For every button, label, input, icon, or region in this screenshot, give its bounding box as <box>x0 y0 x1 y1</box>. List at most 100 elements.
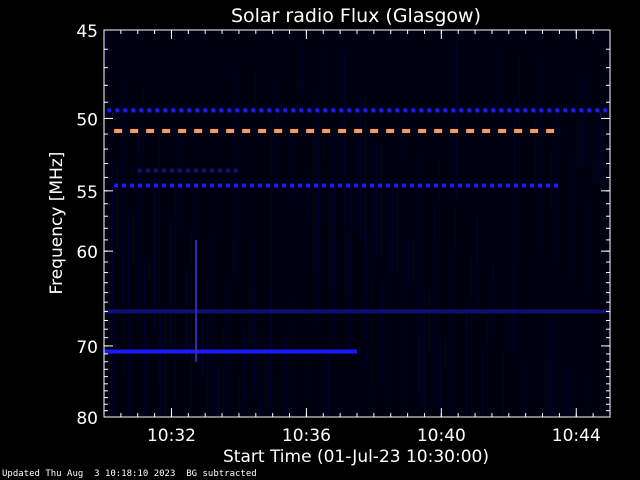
band-segment <box>194 128 203 133</box>
band-segment <box>218 183 223 188</box>
noise-streak <box>323 44 324 161</box>
band-segment <box>338 183 343 188</box>
band-segment <box>177 168 182 173</box>
noise-streak <box>408 241 409 285</box>
band-segment <box>233 168 238 173</box>
band-segment <box>466 183 471 188</box>
band-segment <box>153 168 158 173</box>
noise-streak <box>329 178 330 287</box>
band-segment <box>274 128 283 133</box>
noise-streak <box>186 270 187 360</box>
noise-streak <box>376 145 377 257</box>
band-segment <box>370 183 375 188</box>
band-segment <box>211 108 216 113</box>
noise-streak <box>572 154 573 280</box>
band-segment <box>131 108 136 113</box>
noise-streak <box>307 343 308 417</box>
band-segment <box>451 108 456 113</box>
band-segment <box>291 108 296 113</box>
noise-streak <box>365 54 366 297</box>
chart-title: Solar radio Flux (Glasgow) <box>231 5 481 27</box>
noise-streak <box>551 149 552 212</box>
band-segment <box>386 128 395 133</box>
band-segment <box>514 183 519 188</box>
noise-streak <box>519 53 520 184</box>
noise-streak <box>503 352 504 417</box>
noise-streak <box>181 313 182 417</box>
band-segment <box>435 108 440 113</box>
band-segment <box>355 108 360 113</box>
noise-streak <box>308 173 309 219</box>
band-segment <box>458 183 463 188</box>
band-segment <box>411 108 416 113</box>
band-segment <box>595 108 600 113</box>
noise-streak <box>424 289 425 417</box>
noise-streak <box>302 39 303 93</box>
band-segment <box>130 183 135 188</box>
band-segment <box>522 183 527 188</box>
noise-streak <box>466 299 467 417</box>
noise-streak <box>344 49 345 229</box>
band-segment <box>169 168 174 173</box>
noise-streak <box>339 92 340 175</box>
band-segment <box>443 108 448 113</box>
noise-streak <box>535 101 536 198</box>
band-segment <box>571 108 576 113</box>
band-segment <box>154 183 159 188</box>
band-segment <box>482 128 491 133</box>
band-segment <box>442 183 447 188</box>
band-segment <box>185 168 190 173</box>
band-segment <box>483 108 488 113</box>
bg-note: BG subtracted <box>186 469 257 479</box>
noise-streak <box>196 184 197 248</box>
noise-streak <box>345 226 346 301</box>
y-axis-label: Frequency [MHz] <box>47 152 67 295</box>
band-segment <box>227 108 232 113</box>
noise-streak <box>529 314 530 417</box>
noise-streak <box>292 125 293 205</box>
band-segment <box>155 108 160 113</box>
band-segment <box>307 108 312 113</box>
noise-streak <box>106 30 107 70</box>
noise-streak <box>403 284 404 417</box>
band-segment <box>275 108 280 113</box>
band-segment <box>258 128 267 133</box>
band-segment <box>418 128 427 133</box>
noise-streak <box>165 265 166 417</box>
band-segment <box>499 108 504 113</box>
band-segment <box>434 128 443 133</box>
y-tick-label: 60 <box>76 243 98 263</box>
x-tick-label: 10:44 <box>552 426 601 446</box>
band-segment <box>475 108 480 113</box>
band-segment <box>506 183 511 188</box>
band-segment <box>331 108 336 113</box>
band-segment <box>531 108 536 113</box>
band-segment <box>163 108 168 113</box>
y-tick-label: 80 <box>76 409 98 429</box>
band-segment <box>202 183 207 188</box>
band-segment <box>514 128 523 133</box>
band-segment <box>314 183 319 188</box>
band-segment <box>418 183 423 188</box>
band-segment <box>450 128 459 133</box>
band-segment <box>538 183 543 188</box>
band-segment <box>170 183 175 188</box>
noise-streak <box>366 231 367 369</box>
band-segment <box>171 108 176 113</box>
x-tick-label: 10:32 <box>147 426 196 446</box>
noise-streak <box>260 376 261 417</box>
noise-streak <box>498 48 499 116</box>
band-segment <box>251 108 256 113</box>
band-segment <box>507 108 512 113</box>
noise-streak <box>149 217 150 278</box>
noise-streak <box>487 304 488 417</box>
band-segment <box>315 108 320 113</box>
band-segment <box>139 108 144 113</box>
noise-streak <box>138 126 139 318</box>
band-segment <box>587 108 592 113</box>
noise-streak <box>508 309 509 351</box>
band-segment <box>427 108 432 113</box>
noise-streak <box>128 212 129 417</box>
band-segment <box>217 168 222 173</box>
band-segment <box>146 128 155 133</box>
